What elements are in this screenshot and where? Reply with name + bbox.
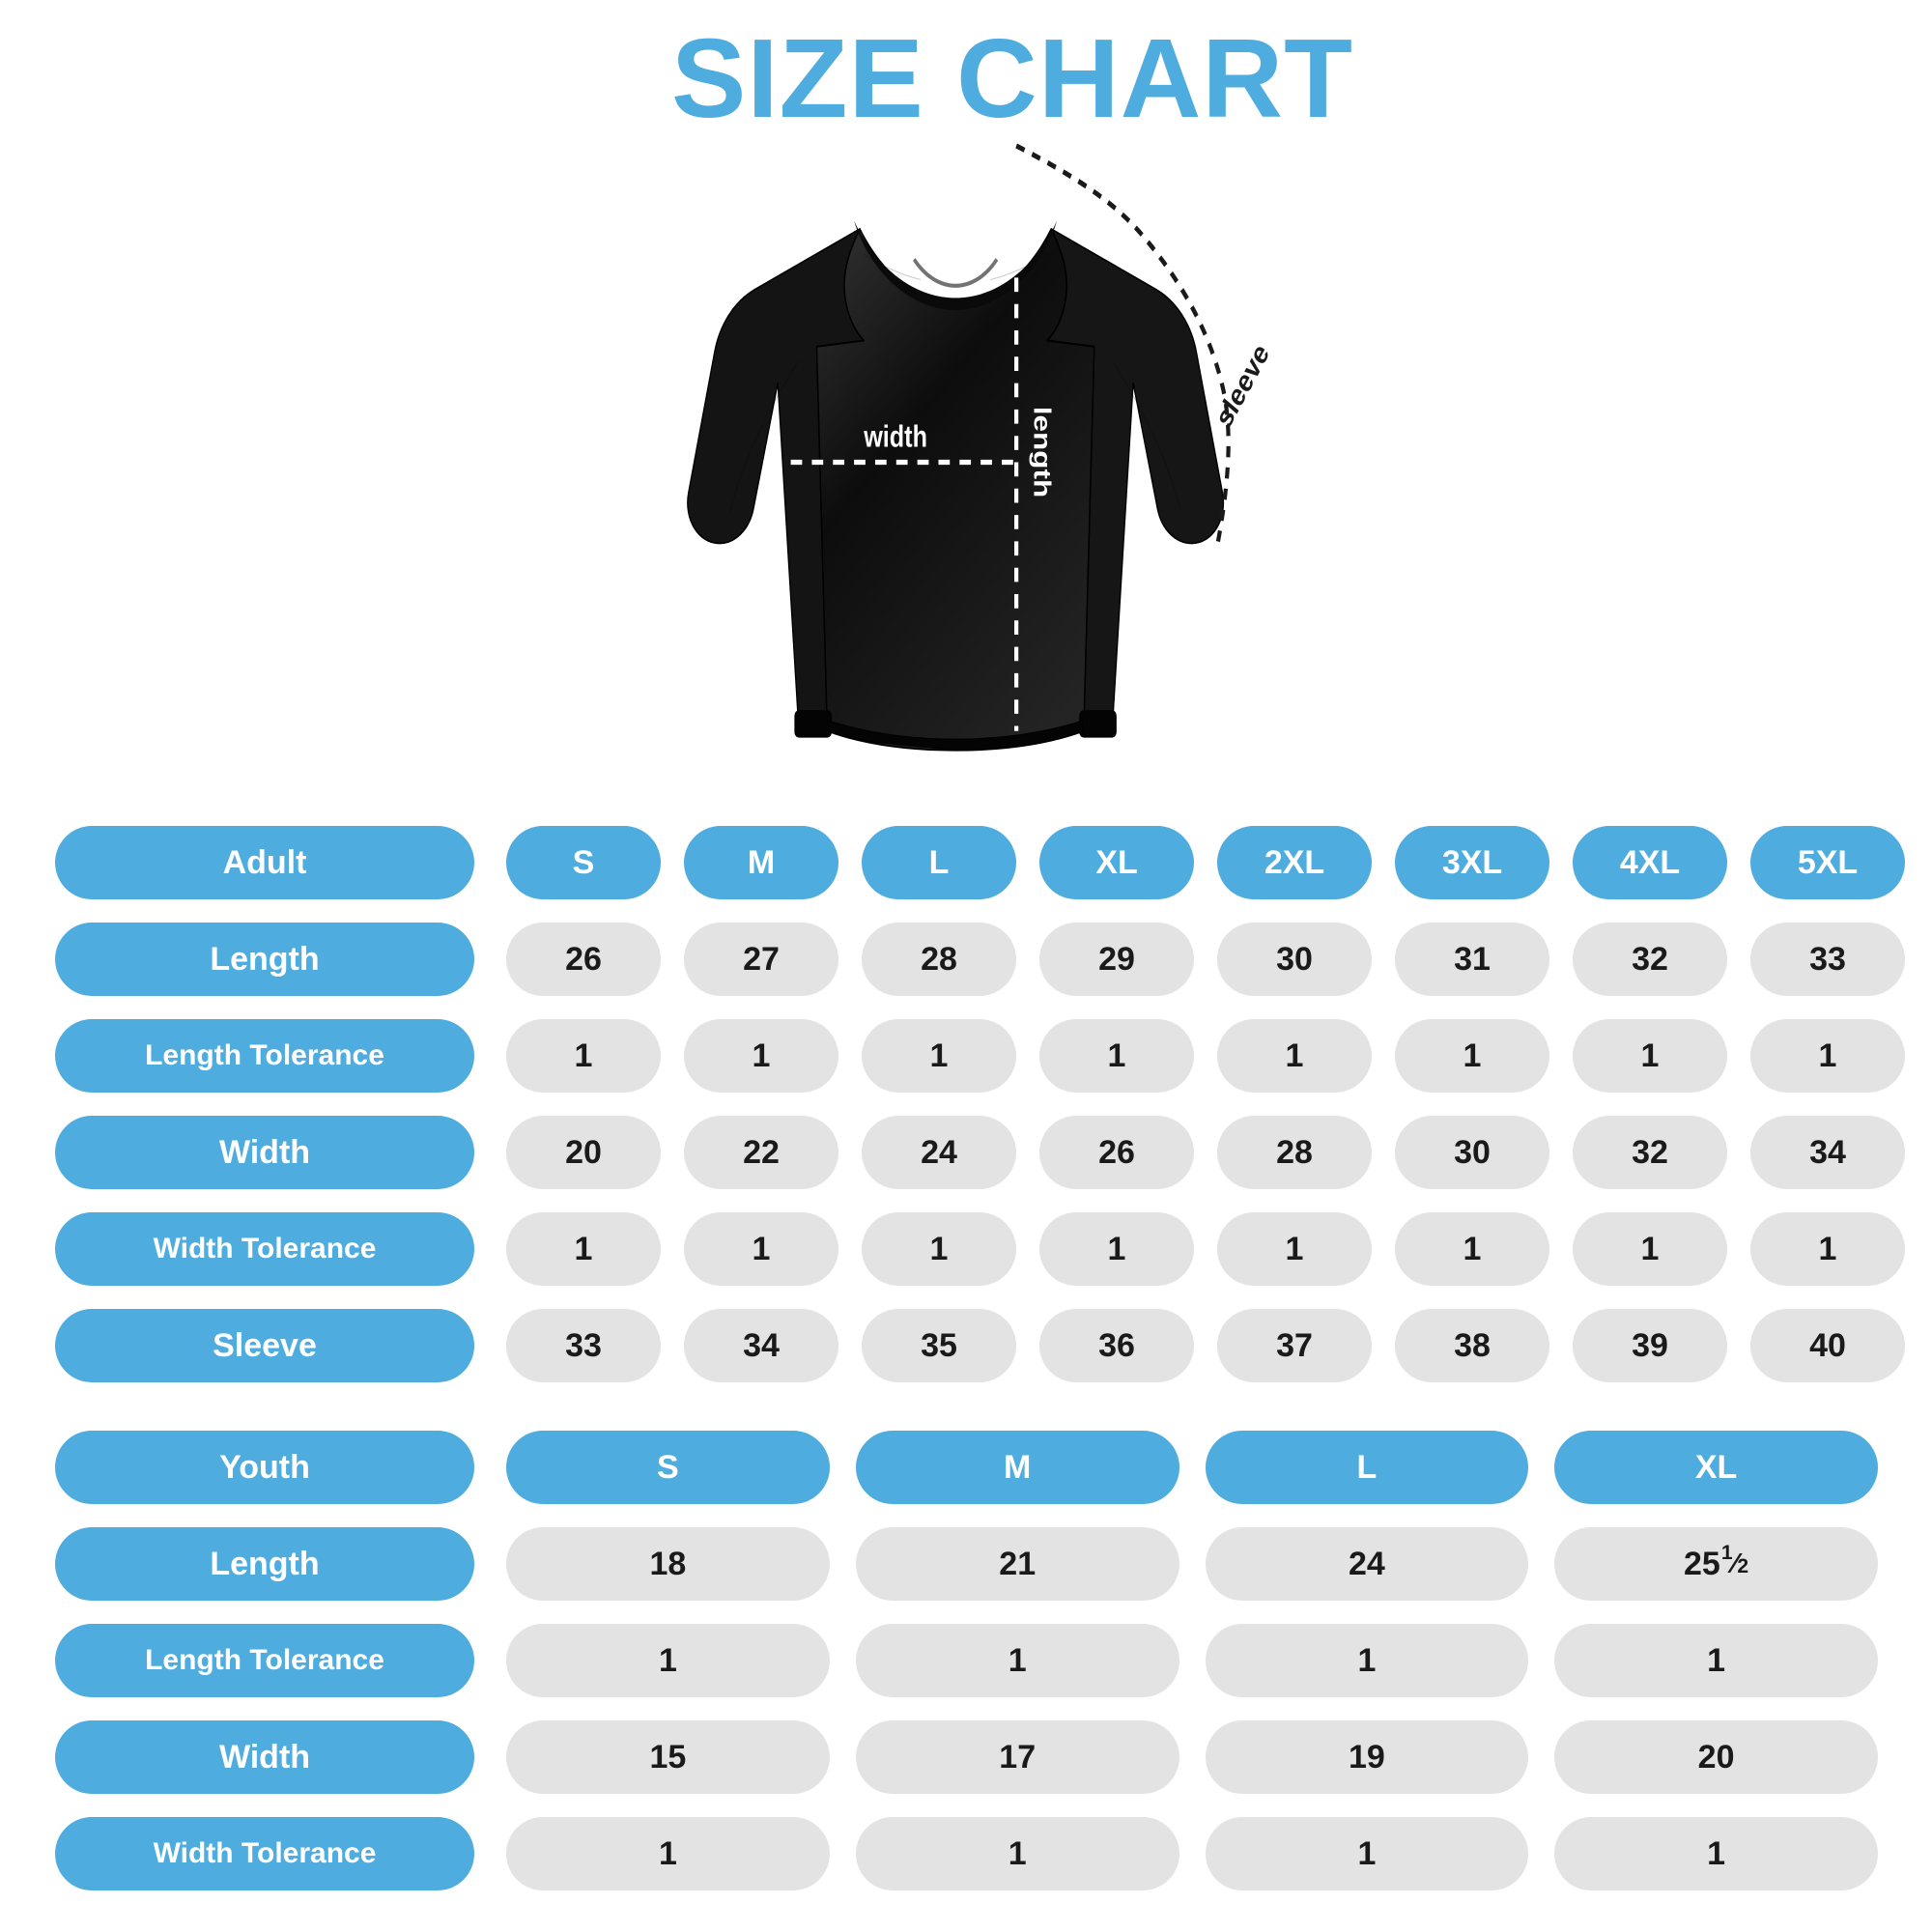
svg-text:length: length: [1028, 407, 1055, 497]
svg-text:width: width: [863, 420, 927, 454]
